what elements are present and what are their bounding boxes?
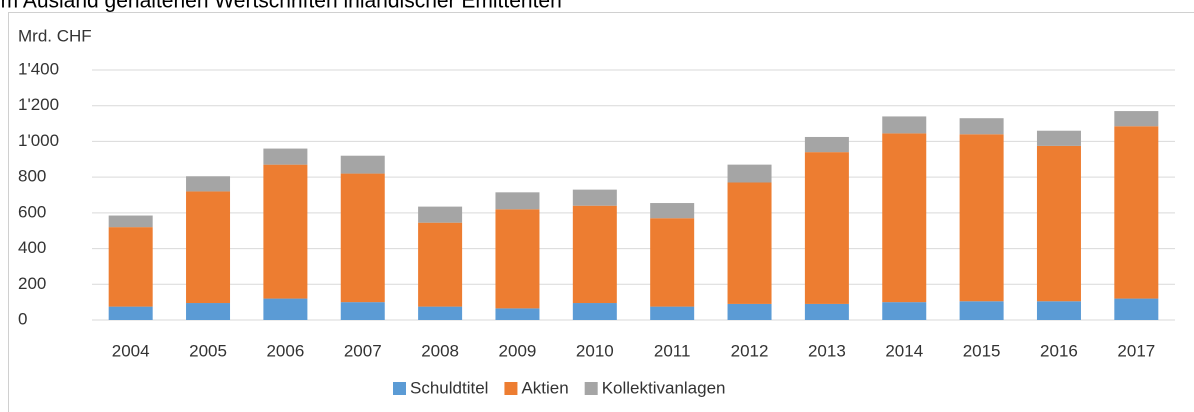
bar-segment	[186, 176, 231, 192]
y-tick-label: 600	[18, 202, 46, 221]
bar-segment	[804, 152, 849, 304]
bar-segment	[959, 118, 1004, 135]
bar-segment	[1036, 145, 1081, 302]
x-tick-label: 2014	[885, 341, 923, 360]
legend-swatch	[584, 382, 598, 395]
bar-segment	[882, 302, 927, 320]
y-tick-label: 200	[18, 274, 46, 293]
bar-segment	[418, 222, 463, 307]
bar-segment	[418, 206, 463, 223]
x-tick-label: 2008	[421, 341, 459, 360]
x-tick-label: 2016	[1040, 341, 1078, 360]
bar-segment	[572, 189, 617, 206]
y-tick-label: 1'000	[18, 131, 59, 150]
bar-segment	[882, 133, 927, 303]
legend-swatch	[393, 382, 406, 395]
x-tick-label: 2007	[344, 341, 382, 360]
bar-segment	[572, 205, 617, 304]
bar-segment	[340, 302, 385, 320]
bar-segment	[186, 303, 231, 320]
bar-segment	[572, 303, 617, 320]
y-tick-label: 400	[18, 238, 46, 257]
y-tick-label: 1'200	[18, 95, 59, 114]
bar-segment	[804, 136, 849, 153]
x-tick-label: 2004	[112, 341, 150, 360]
bar-segment	[1036, 130, 1081, 146]
bar-segment	[108, 215, 153, 228]
bar-segment	[495, 192, 540, 210]
bar-segment	[727, 182, 772, 304]
chart-frame	[8, 12, 1194, 412]
bar-segment	[340, 173, 385, 303]
x-tick-label: 2005	[189, 341, 227, 360]
bar-segment	[186, 191, 231, 304]
legend-label: Schuldtitel	[410, 378, 488, 397]
bar-segment	[418, 306, 463, 320]
x-tick-label: 2010	[576, 341, 614, 360]
legend-label: Aktien	[521, 378, 568, 397]
bar-segment	[495, 308, 540, 320]
x-tick-label: 2013	[808, 341, 846, 360]
bar-segment	[959, 301, 1004, 320]
y-tick-label: 1'400	[18, 59, 59, 78]
bar-segment	[727, 164, 772, 183]
y-tick-label: 800	[18, 167, 46, 186]
bar-segment	[108, 227, 153, 307]
chart-title: im Ausland gehaltenen Wertschriften inlä…	[0, 0, 562, 13]
bar-segment	[1036, 301, 1081, 320]
bar-segment	[727, 303, 772, 320]
bar-segment	[650, 203, 695, 219]
bar-segment	[959, 134, 1004, 302]
bar-segment	[340, 155, 385, 174]
bar-segment	[263, 164, 308, 299]
bar-segment	[882, 116, 927, 134]
y-axis-label: Mrd. CHF	[18, 26, 92, 45]
x-tick-label: 2017	[1117, 341, 1155, 360]
bar-segment	[804, 303, 849, 320]
bar-segment	[263, 298, 308, 320]
x-tick-label: 2011	[654, 341, 691, 360]
bar-segment	[1114, 126, 1159, 299]
bar-segment	[108, 306, 153, 320]
bar-segment	[495, 209, 540, 309]
x-tick-label: 2009	[499, 341, 537, 360]
x-tick-label: 2012	[731, 341, 769, 360]
y-tick-label: 0	[18, 309, 27, 328]
x-tick-label: 2015	[963, 341, 1001, 360]
bar-segment	[1114, 298, 1159, 320]
bar-segment	[650, 306, 695, 320]
bar-segment	[263, 148, 308, 165]
bar-segment	[1114, 111, 1159, 127]
bar-segment	[650, 218, 695, 307]
legend-swatch	[504, 382, 518, 395]
x-tick-label: 2006	[266, 341, 304, 360]
legend-label: Kollektivanlagen	[602, 378, 726, 397]
